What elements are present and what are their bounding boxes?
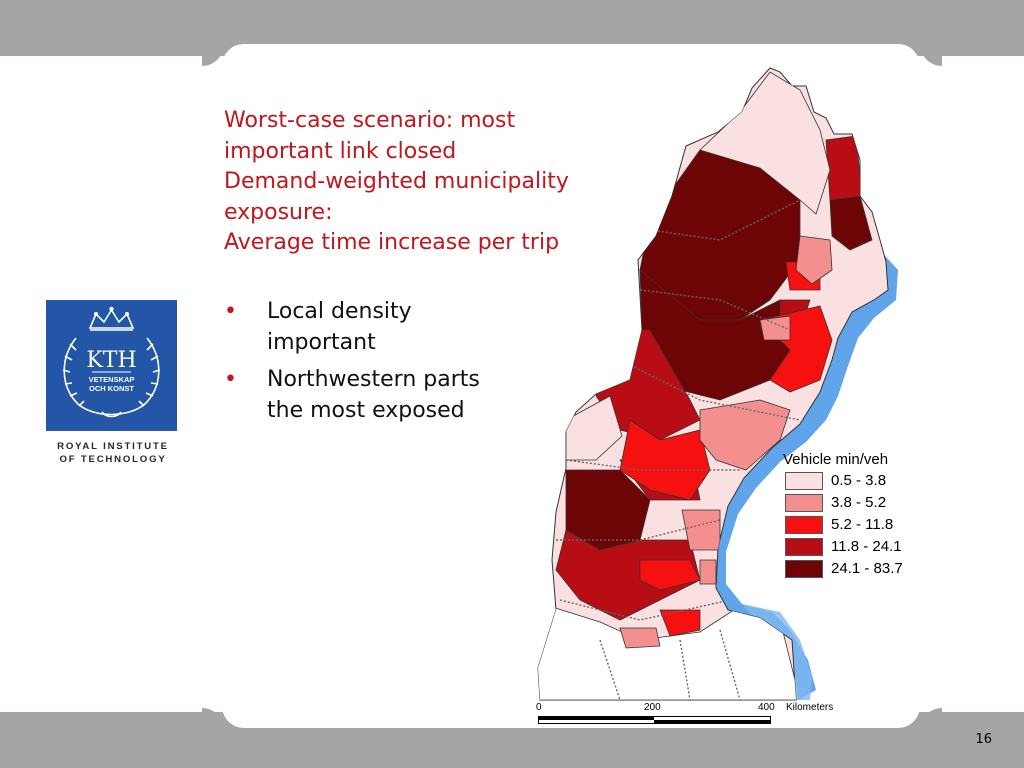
page-number: 16 [975, 732, 992, 747]
sea-water [716, 248, 898, 700]
kth-logo: KTH VETENSKAP OCH KONST [46, 300, 177, 431]
logo-wordmark: KTH [86, 348, 136, 373]
legend-row: 0.5 - 3.8 [783, 470, 933, 492]
bullet-dot-icon: • [224, 367, 237, 392]
region-class-3 [659, 609, 701, 637]
region-class-4 [555, 529, 701, 621]
slide-title: Worst-case scenario: most important link… [224, 106, 644, 259]
bullet-item: • Northwestern parts the most exposed [224, 365, 554, 426]
legend-swatch [785, 538, 823, 556]
bullet-line: Local density [267, 299, 412, 324]
title-line: exposure: [224, 199, 333, 225]
scale-tick-label: 200 [644, 702, 661, 713]
legend-swatch [785, 494, 823, 512]
legend-label: 11.8 - 24.1 [831, 538, 902, 555]
region-class-2 [795, 235, 833, 285]
region-class-3 [619, 419, 711, 501]
legend-row: 24.1 - 83.7 [783, 558, 933, 580]
scale-bar: 0 200 400 Kilometers [536, 702, 856, 730]
logo-caption-line: ROYAL INSTITUTE [57, 441, 169, 452]
region-class-2 [699, 399, 791, 471]
logo-caption: ROYAL INSTITUTE OF TECHNOLOGY [40, 441, 186, 466]
exposure-choropleth-map [537, 67, 898, 701]
slide-corner [920, 708, 942, 730]
scale-segment [539, 717, 654, 720]
region-class-1 [565, 395, 623, 461]
region-class-2 [619, 627, 661, 649]
logo-caption-line: OF TECHNOLOGY [59, 453, 167, 465]
title-line: Worst-case scenario: most [224, 108, 516, 133]
legend-row: 3.8 - 5.2 [783, 492, 933, 514]
scale-tick-label: 400 [758, 702, 775, 713]
region-class-4 [825, 135, 863, 201]
region-class-3 [639, 559, 701, 591]
title-line: important link closed [224, 138, 457, 164]
bullet-line: Northwestern parts [267, 367, 480, 392]
logo-motto-line: OCH KONST [89, 384, 134, 393]
bullet-dot-icon: • [224, 299, 237, 324]
title-line: Demand-weighted municipality [224, 169, 569, 194]
county-border [565, 459, 740, 471]
map-legend: Vehicle min/veh 0.5 - 3.8 3.8 - 5.2 5.2 … [783, 450, 933, 580]
logo-motto-line: VETENSKAP [89, 375, 135, 384]
bullet-list: • Local density important • Northwestern… [224, 297, 554, 433]
legend-label: 3.8 - 5.2 [831, 494, 887, 511]
region-class-2 [759, 315, 791, 341]
title-line: Average time increase per trip [224, 230, 560, 255]
bullet-line: important [267, 329, 376, 355]
region-class-1 [699, 71, 831, 215]
county-border [556, 519, 721, 541]
kth-seal-icon: KTH VETENSKAP OCH KONST [62, 306, 161, 418]
legend-row: 11.8 - 24.1 [783, 536, 933, 558]
county-border [619, 359, 801, 421]
legend-label: 5.2 - 11.8 [831, 516, 894, 533]
scale-bar-graphic [538, 716, 771, 724]
bullet-item: • Local density important [224, 297, 554, 358]
legend-label: 24.1 - 83.7 [831, 560, 903, 577]
legend-swatch [785, 516, 823, 534]
county-border [599, 629, 741, 700]
legend-swatch [785, 472, 823, 490]
bullet-line: the most exposed [267, 397, 465, 423]
legend-swatch [785, 560, 823, 578]
legend-title: Vehicle min/veh [783, 451, 889, 468]
scale-tick-label: 0 [536, 702, 542, 713]
legend-row: 5.2 - 11.8 [783, 514, 933, 536]
scale-segment [654, 720, 770, 723]
scale-unit-label: Kilometers [786, 702, 834, 713]
legend-label: 0.5 - 3.8 [831, 472, 887, 489]
region-class-2 [699, 559, 717, 585]
county-border [639, 289, 791, 331]
